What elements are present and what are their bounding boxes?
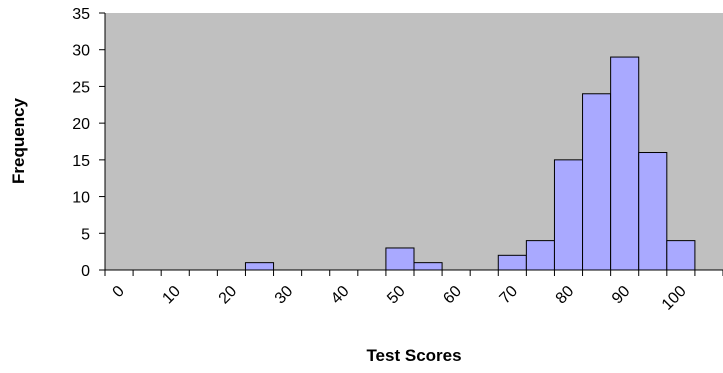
y-tick-label: 20 <box>72 116 90 133</box>
x-tick-label: 50 <box>384 283 409 308</box>
bar <box>610 56 640 271</box>
y-tick-label: 5 <box>81 226 90 243</box>
y-tick-label: 25 <box>72 79 90 96</box>
bar <box>497 254 527 271</box>
x-tick-label: 0 <box>110 283 128 301</box>
bar <box>413 262 443 271</box>
x-tick-label: 60 <box>440 283 465 308</box>
x-tick-label: 20 <box>216 283 241 308</box>
x-tick-label: 80 <box>553 283 578 308</box>
y-tick-label: 10 <box>72 190 90 207</box>
y-tick-label: 15 <box>72 153 90 170</box>
y-tick-label: 30 <box>72 43 90 60</box>
x-tick-label: 90 <box>609 283 634 308</box>
x-tick-label: 40 <box>328 283 353 308</box>
y-tick-label: 0 <box>81 263 90 280</box>
x-tick-label: 10 <box>159 283 184 308</box>
bar <box>553 159 584 271</box>
x-axis-label: Test Scores <box>366 346 461 365</box>
bar <box>666 240 696 271</box>
bar <box>638 152 668 271</box>
y-tick-label: 35 <box>72 6 90 23</box>
bar <box>244 262 275 271</box>
x-tick-label: 100 <box>659 283 690 314</box>
x-tick-label: 70 <box>497 283 522 308</box>
bar <box>525 240 555 271</box>
bar <box>385 247 415 271</box>
x-tick-label: 30 <box>272 283 297 308</box>
bar <box>582 93 612 271</box>
y-axis-label: Frequency <box>9 97 28 184</box>
